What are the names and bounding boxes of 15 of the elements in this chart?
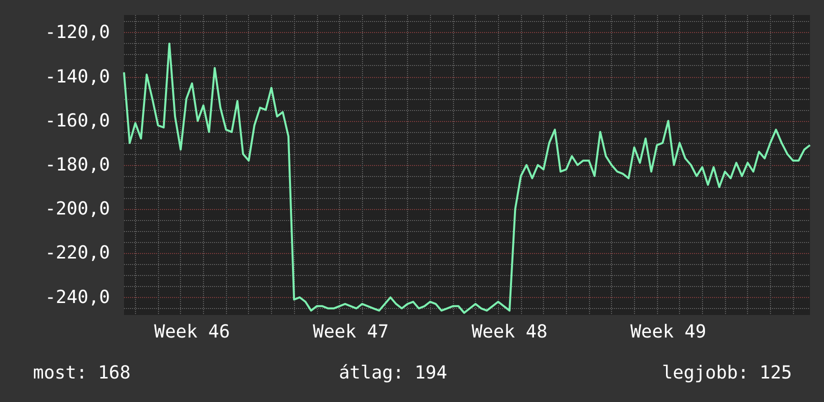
y-tick-label: -180,0	[44, 154, 110, 176]
text: most: 168	[33, 362, 131, 384]
text: legjobb: 125	[662, 362, 792, 384]
y-tick-label: -120,0	[44, 22, 110, 44]
y-tick-label: -200,0	[44, 198, 110, 220]
x-tick-label: Week 46	[154, 322, 230, 342]
y-tick-label: -160,0	[44, 110, 110, 132]
y-tick-label: -240,0	[44, 286, 110, 308]
x-tick-label: Week 49	[630, 322, 706, 342]
y-tick-label: -220,0	[44, 242, 110, 264]
y-tick-label: -140,0	[44, 66, 110, 88]
x-tick-label: Week 48	[472, 322, 548, 342]
x-tick-label: Week 47	[312, 322, 389, 342]
text: átlag: 194	[338, 362, 448, 384]
line-series	[123, 42, 811, 314]
